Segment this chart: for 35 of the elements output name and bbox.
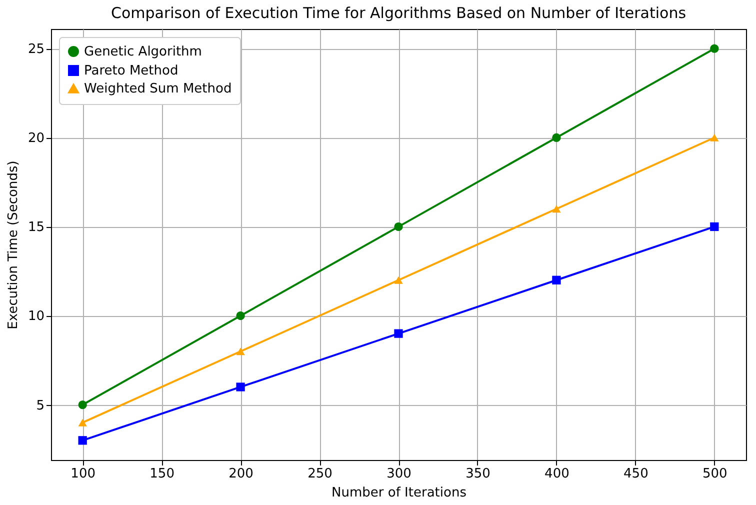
y-tick-label: 10 [28, 309, 44, 324]
point [710, 222, 719, 232]
point [552, 133, 561, 142]
point [552, 205, 561, 213]
x-tick-label: 200 [228, 466, 254, 482]
point [236, 311, 245, 320]
point [78, 418, 87, 426]
y-tick-label: 5 [36, 398, 44, 414]
point [710, 44, 719, 53]
point [394, 329, 403, 338]
x-tick-label: 400 [544, 466, 570, 482]
point [78, 400, 87, 410]
legend-label: Genetic Algorithm [84, 44, 202, 60]
x-tick-label: 250 [308, 466, 332, 482]
y-axis-title: Execution Time (Seconds) [6, 160, 21, 330]
x-tick-label: 150 [150, 466, 174, 482]
x-axis-title: Number of Iterations [332, 486, 467, 500]
y-tick-label: 15 [28, 220, 44, 236]
point [394, 276, 403, 284]
point [78, 436, 87, 445]
point [710, 134, 719, 142]
y-tick-label: 20 [28, 131, 44, 146]
x-tick-label: 450 [624, 466, 648, 482]
point [236, 382, 245, 392]
legend-label: Weighted Sum Method [84, 82, 232, 96]
y-tick-label: 25 [28, 42, 44, 58]
legend-label: Pareto Method [84, 64, 178, 78]
chart-title: Comparison of Execution Time for Algorithms Based on Number of Iterations [110, 4, 686, 22]
point [394, 222, 403, 232]
point [552, 276, 561, 284]
x-tick-label: 300 [386, 466, 412, 482]
x-tick-label: 500 [702, 466, 728, 482]
x-tick-label: 350 [466, 466, 490, 482]
point [236, 348, 245, 356]
x-tick-label: 100 [70, 466, 96, 482]
